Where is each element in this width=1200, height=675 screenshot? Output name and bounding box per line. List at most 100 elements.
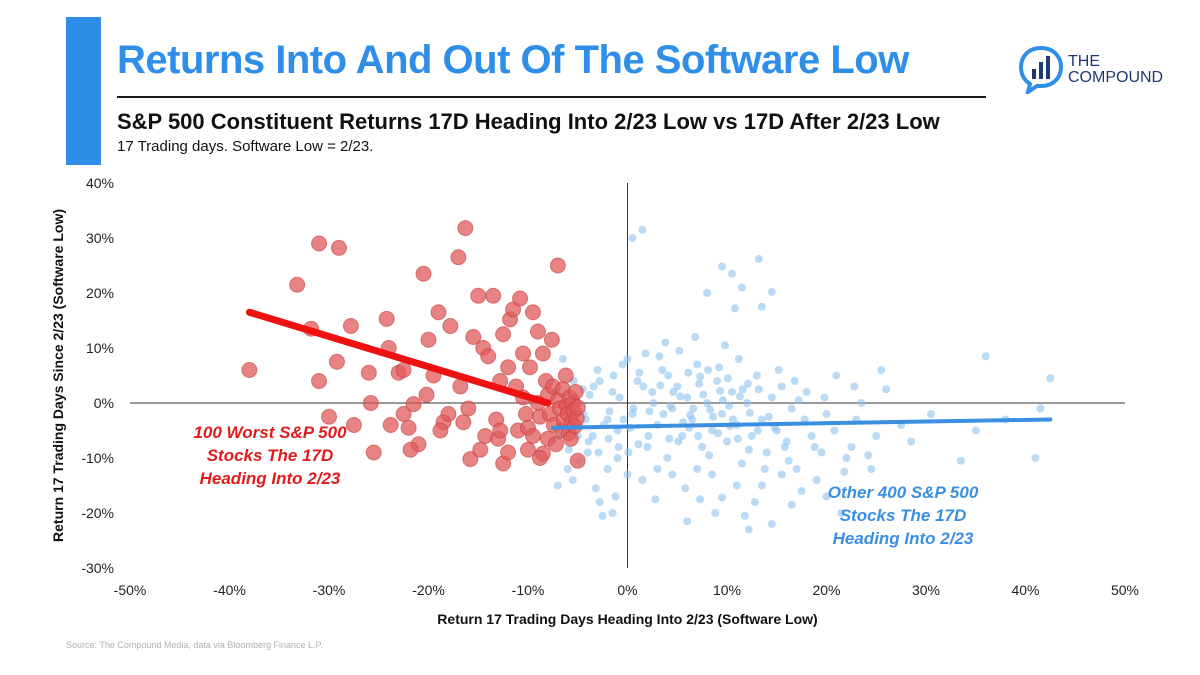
data-point-other-400 (584, 437, 593, 446)
data-point-other-400 (754, 254, 763, 263)
data-point-other-400 (753, 426, 762, 435)
data-point-other-400 (645, 407, 654, 416)
series-annotations: 100 Worst S&P 500 Stocks The 17D Heading I… (193, 423, 978, 548)
chart-note: 17 Trading days. Software Low = 2/23. (117, 138, 374, 155)
data-point-other-400 (822, 410, 831, 418)
data-point-other-400 (706, 405, 715, 414)
data-point-other-400 (747, 432, 756, 440)
data-point-other-400 (956, 456, 965, 465)
data-point-other-400 (591, 484, 600, 493)
data-point-other-400 (760, 465, 769, 473)
data-point-other-400 (684, 368, 693, 377)
series-other-400-points (551, 225, 1055, 534)
data-point-other-400 (810, 443, 819, 451)
data-point-other-400 (683, 393, 692, 402)
trend-lines (245, 308, 1053, 430)
data-point-worst-100 (328, 353, 345, 370)
data-point-other-400 (822, 492, 831, 501)
title-divider (117, 96, 986, 98)
data-point-other-400 (693, 360, 702, 369)
data-point-other-400 (802, 388, 811, 396)
data-point-worst-100 (450, 249, 467, 266)
data-point-worst-100 (345, 417, 362, 433)
data-point-worst-100 (311, 235, 328, 252)
data-point-other-400 (593, 366, 602, 374)
data-point-other-400 (780, 443, 789, 451)
x-tick-label: 30% (912, 582, 940, 598)
data-point-other-400 (1046, 374, 1055, 383)
data-point-other-400 (553, 481, 562, 490)
data-point-other-400 (732, 481, 741, 490)
data-point-other-400 (745, 408, 754, 417)
axis-labels: -50% -40% -30% -20% -10% 0% 10% 20% 30% 40% 50% -30… (50, 175, 1139, 627)
data-point-other-400 (820, 393, 829, 402)
data-point-other-400 (603, 465, 612, 473)
data-point-other-400 (837, 509, 846, 517)
data-point-other-400 (638, 476, 647, 484)
data-point-other-400 (907, 437, 916, 446)
logo-line-1: THE (1068, 53, 1100, 70)
data-point-other-400 (787, 404, 796, 413)
data-point-other-400 (658, 366, 667, 374)
data-point-other-400 (742, 399, 751, 407)
data-point-worst-100 (395, 362, 412, 378)
data-point-other-400 (877, 366, 886, 374)
data-point-worst-100 (531, 450, 548, 466)
data-point-other-400 (716, 386, 725, 395)
y-axis-title: Return 17 Trading Days Since 2/23 (Softw… (50, 209, 66, 542)
data-point-other-400 (694, 432, 703, 440)
data-point-worst-100 (405, 396, 422, 413)
data-point-other-400 (639, 382, 648, 391)
data-point-other-400 (608, 509, 617, 517)
data-point-other-400 (676, 392, 685, 401)
data-point-other-400 (585, 390, 594, 399)
data-point-other-400 (832, 371, 841, 380)
data-point-other-400 (675, 346, 684, 355)
x-tick-label: -50% (114, 582, 147, 598)
data-point-worst-100 (529, 323, 546, 340)
data-point-worst-100 (515, 345, 532, 362)
data-point-other-400 (595, 377, 604, 385)
data-point-worst-100 (460, 400, 477, 417)
data-point-other-400 (583, 448, 592, 457)
annotation-worst-100-line: Heading Into 2/23 (200, 469, 341, 488)
data-point-other-400 (842, 454, 851, 462)
data-point-other-400 (727, 388, 736, 396)
data-point-other-400 (734, 355, 743, 363)
data-point-other-400 (643, 443, 652, 451)
data-point-worst-100 (524, 428, 541, 444)
data-point-other-400 (666, 401, 675, 410)
data-point-other-400 (644, 432, 653, 440)
x-tick-label: 10% (713, 582, 741, 598)
data-point-other-400 (613, 454, 622, 462)
data-point-other-400 (730, 304, 739, 313)
data-point-other-400 (618, 360, 627, 369)
data-point-other-400 (926, 410, 935, 418)
data-point-other-400 (737, 459, 746, 468)
data-point-other-400 (564, 445, 573, 454)
trend-line-worst-100 (245, 308, 552, 407)
data-point-other-400 (686, 411, 695, 420)
data-point-other-400 (757, 302, 766, 311)
data-point-other-400 (713, 377, 722, 385)
chart-subtitle: S&P 500 Constituent Returns 17D Heading … (117, 109, 940, 134)
data-point-other-400 (609, 371, 618, 380)
data-point-other-400 (777, 470, 786, 479)
data-point-worst-100 (500, 444, 517, 461)
data-point-worst-100 (518, 406, 535, 422)
data-point-other-400 (1031, 454, 1040, 462)
data-point-worst-100 (470, 287, 487, 304)
data-point-other-400 (699, 390, 708, 399)
data-point-other-400 (721, 341, 730, 350)
data-point-worst-100 (543, 331, 560, 348)
data-point-other-400 (683, 517, 692, 526)
data-point-worst-100 (549, 257, 566, 274)
data-point-other-400 (718, 410, 727, 418)
data-point-other-400 (615, 393, 624, 402)
data-point-other-400 (563, 465, 572, 473)
data-point-other-400 (762, 448, 771, 457)
data-point-other-400 (589, 382, 598, 391)
trend-line-other-400 (550, 417, 1053, 430)
brand-logo: THE COMPOUND (1018, 44, 1178, 96)
